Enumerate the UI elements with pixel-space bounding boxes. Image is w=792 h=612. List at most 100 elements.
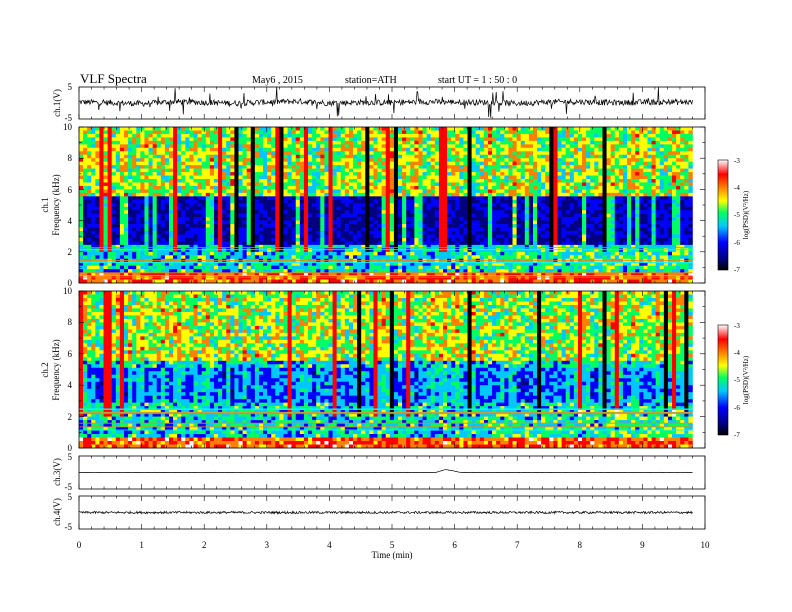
spectrogram-cell: [254, 269, 260, 273]
spectrogram-cell: [209, 147, 215, 152]
spectrogram-cell: [451, 255, 456, 260]
spectrogram-cell: [213, 269, 219, 273]
spectrogram-cell: [230, 269, 235, 273]
spectrogram-cell: [152, 127, 158, 131]
spectrogram-cell: [328, 206, 333, 211]
spectrogram-cell: [308, 213, 313, 218]
spectrogram-cell: [353, 220, 358, 225]
spectrogram-cell: [271, 185, 276, 190]
spectrogram-cell: [152, 189, 158, 194]
spectrogram-cell: [140, 227, 145, 232]
spectrogram-cell: [353, 237, 358, 242]
spectrogram-cell: [209, 251, 215, 256]
spectrogram-cell: [324, 269, 329, 273]
spectrogram-cell: [181, 168, 186, 173]
spectrogram-cell: [443, 189, 448, 194]
spectrogram-cell: [406, 203, 411, 208]
spectrogram-cell: [275, 130, 280, 135]
spectrogram-cell: [344, 196, 350, 201]
spectrogram-cell: [508, 251, 513, 256]
spectrogram-cell: [410, 175, 415, 180]
spectrogram-cell: [226, 161, 231, 166]
spectrogram-cell: [79, 161, 84, 166]
spectrogram-cell: [128, 182, 133, 187]
spectrogram-cell: [492, 137, 497, 142]
spectrogram-cell: [136, 127, 141, 131]
spectrogram-cell: [332, 192, 337, 197]
spectrogram-cell: [377, 137, 382, 142]
spectrogram-cell: [438, 255, 444, 260]
spectrogram-cell: [434, 220, 440, 225]
spectrogram-cell: [377, 154, 382, 159]
spectrogram-cell: [177, 144, 182, 149]
spectrogram-cell: [426, 161, 432, 166]
spectrogram-cell: [152, 140, 158, 145]
spectrogram-cell: [103, 133, 108, 138]
spectrogram-cell: [263, 179, 268, 183]
spectrogram-cell: [168, 244, 174, 249]
spectrogram-cell: [234, 179, 239, 183]
spectrogram-cell: [123, 231, 129, 235]
spectrogram-cell: [107, 251, 113, 256]
spectrogram-cell: [381, 199, 387, 204]
spectrogram-cell: [209, 203, 215, 208]
spectrogram-cell: [475, 231, 481, 235]
spectrogram-cell: [316, 137, 321, 142]
spectrogram-cell: [471, 196, 477, 201]
spectrogram-cell: [258, 161, 264, 166]
spectrogram-cell: [496, 210, 501, 214]
spectrogram-cell: [156, 265, 162, 270]
spectrogram-cell: [295, 182, 301, 187]
spectrogram-cell: [528, 234, 534, 239]
spectrogram-cell: [213, 203, 219, 208]
spectrogram-cell: [316, 237, 321, 242]
spectrogram-cell: [381, 234, 387, 239]
spectrogram-cell: [156, 227, 162, 232]
spectrogram-cell: [369, 217, 374, 221]
spectrogram-cell: [512, 172, 517, 176]
spectrogram-cell: [222, 213, 227, 218]
spectrogram-cell: [479, 217, 485, 221]
spectrogram-cell: [438, 161, 444, 166]
spectrogram-cell: [381, 175, 387, 180]
spectrogram-cell: [451, 154, 456, 159]
spectrogram-cell: [467, 199, 472, 204]
spectrogram-cell: [103, 137, 108, 142]
spectrogram-cell: [414, 127, 419, 131]
spectrogram-cell: [222, 165, 227, 169]
spectrogram-cell: [365, 248, 370, 253]
spectrogram-cell: [438, 213, 444, 218]
spectrogram-cell: [369, 151, 374, 156]
spectrogram-cell: [365, 237, 370, 242]
spectrogram-cell: [398, 244, 403, 249]
spectrogram-cell: [479, 172, 485, 176]
spectrogram-cell: [275, 251, 280, 256]
spectrogram-cell: [275, 213, 280, 218]
spectrogram-cell: [369, 199, 374, 204]
spectrogram-cell: [475, 234, 481, 239]
spectrogram-cell: [230, 241, 235, 246]
spectrogram-cell: [385, 272, 391, 277]
spectrogram-cell: [177, 175, 182, 180]
spectrogram-cell: [156, 165, 162, 169]
spectrogram-cell: [148, 224, 153, 228]
spectrogram-cell: [344, 140, 350, 145]
spectrogram-cell: [87, 255, 92, 260]
spectrogram-cell: [128, 196, 133, 201]
spectrogram-cell: [123, 199, 129, 204]
spectrogram-cell: [381, 231, 387, 235]
spectrogram-cell: [173, 217, 178, 221]
spectrogram-cell: [471, 192, 477, 197]
spectrogram-cell: [353, 192, 358, 197]
spectrogram-cell: [443, 279, 448, 284]
spectrogram-cell: [291, 213, 297, 218]
spectrogram-cell: [295, 137, 301, 142]
spectrogram-cell: [324, 203, 329, 208]
spectrogram-cell: [422, 224, 427, 228]
spectrogram-cell: [189, 182, 194, 187]
spectrogram-cell: [524, 172, 530, 176]
spectrogram-cell: [115, 151, 121, 156]
spectrogram-cell: [340, 161, 346, 166]
spectrogram-cell: [528, 237, 534, 242]
spectrogram-cell: [365, 127, 370, 131]
